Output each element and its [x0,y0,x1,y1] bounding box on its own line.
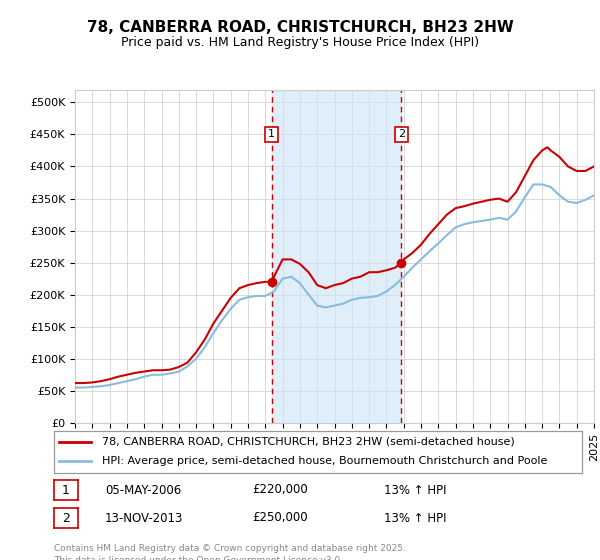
Bar [272,90,401,423]
Text: 1: 1 [62,483,70,497]
Text: 1: 1 [268,129,275,139]
Text: 13% ↑ HPI: 13% ↑ HPI [384,511,446,525]
Text: £220,000: £220,000 [252,483,308,497]
Text: £250,000: £250,000 [252,511,308,525]
Text: 13-NOV-2013: 13-NOV-2013 [105,511,184,525]
Text: Price paid vs. HM Land Registry's House Price Index (HPI): Price paid vs. HM Land Registry's House … [121,36,479,49]
Text: 78, CANBERRA ROAD, CHRISTCHURCH, BH23 2HW (semi-detached house): 78, CANBERRA ROAD, CHRISTCHURCH, BH23 2H… [101,437,514,447]
Text: 2: 2 [398,129,405,139]
Text: HPI: Average price, semi-detached house, Bournemouth Christchurch and Poole: HPI: Average price, semi-detached house,… [101,456,547,466]
Text: Contains HM Land Registry data © Crown copyright and database right 2025.
This d: Contains HM Land Registry data © Crown c… [54,544,406,560]
Text: 05-MAY-2006: 05-MAY-2006 [105,483,181,497]
Text: 13% ↑ HPI: 13% ↑ HPI [384,483,446,497]
Text: 2: 2 [62,511,70,525]
Text: 78, CANBERRA ROAD, CHRISTCHURCH, BH23 2HW: 78, CANBERRA ROAD, CHRISTCHURCH, BH23 2H… [86,20,514,35]
